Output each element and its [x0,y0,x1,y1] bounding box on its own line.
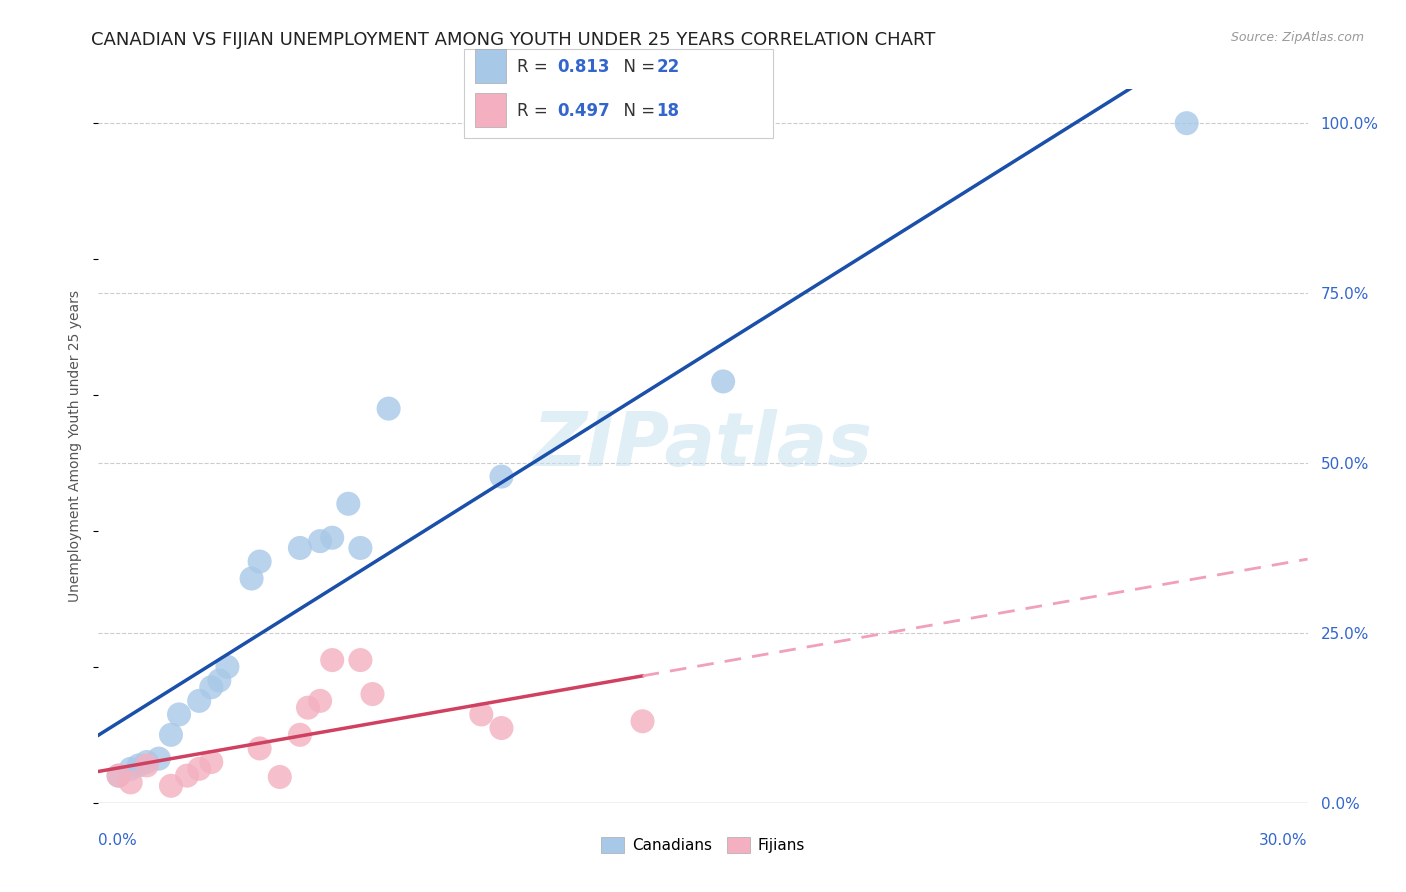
Point [711,375,734,389]
Point [160,779,183,793]
Point [491,469,513,483]
Point [167,707,190,722]
Point [631,714,654,729]
Point [321,531,343,545]
Point [107,769,129,783]
Point [349,541,371,555]
Point [240,572,263,586]
Point [349,653,371,667]
Point [361,687,384,701]
Point [337,497,360,511]
Point [120,775,142,789]
Point [188,694,211,708]
Point [309,694,332,708]
Text: N =: N = [613,58,661,76]
Point [200,755,222,769]
Point [288,541,311,555]
Point [200,680,222,694]
Point [135,755,157,769]
Text: 0.813: 0.813 [557,58,609,76]
Text: N =: N = [613,102,661,120]
Point [297,700,319,714]
Text: ZIPatlas: ZIPatlas [533,409,873,483]
Text: Source: ZipAtlas.com: Source: ZipAtlas.com [1230,31,1364,45]
Point [128,758,150,772]
Point [176,769,198,783]
Point [249,555,271,569]
Point [321,653,343,667]
Text: 30.0%: 30.0% [1260,833,1308,848]
Text: 0.497: 0.497 [557,102,610,120]
Point [120,762,142,776]
Point [269,770,291,784]
Text: R =: R = [517,102,554,120]
Point [208,673,231,688]
Point [288,728,311,742]
Point [470,707,492,722]
Point [491,721,513,735]
Point [135,758,157,772]
Point [160,728,183,742]
Point [217,660,239,674]
Y-axis label: Unemployment Among Youth under 25 years: Unemployment Among Youth under 25 years [69,290,83,602]
Point [1175,116,1198,130]
Point [148,751,170,765]
Point [188,762,211,776]
Point [107,769,129,783]
Legend: Canadians, Fijians: Canadians, Fijians [595,831,811,859]
Text: 18: 18 [657,102,679,120]
Point [377,401,399,416]
Text: 22: 22 [657,58,681,76]
Text: R =: R = [517,58,554,76]
Text: CANADIAN VS FIJIAN UNEMPLOYMENT AMONG YOUTH UNDER 25 YEARS CORRELATION CHART: CANADIAN VS FIJIAN UNEMPLOYMENT AMONG YO… [91,31,936,49]
Text: 0.0%: 0.0% [98,833,138,848]
Point [249,741,271,756]
Point [309,534,332,549]
